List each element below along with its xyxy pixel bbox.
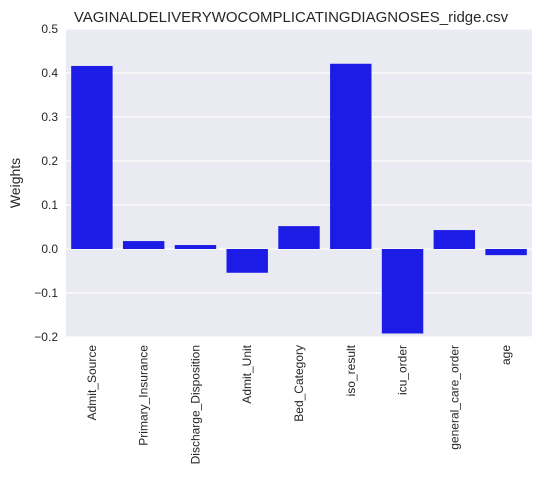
chart-title: VAGINALDELIVERYWOCOMPLICATINGDIAGNOSES_r… — [74, 9, 509, 26]
bar-bed-category — [278, 226, 320, 249]
x-tick-label: general_care_order — [447, 345, 461, 450]
bar-general-care-order — [433, 230, 476, 249]
bar-age — [485, 249, 527, 256]
y-tick-label: −0.1 — [34, 286, 58, 300]
x-tick-label: age — [499, 345, 513, 365]
y-tick-label: −0.2 — [34, 330, 58, 344]
y-axis-title: Weights — [7, 158, 23, 208]
x-tick-label: Admit_Source — [85, 345, 99, 421]
bar-icu-order — [381, 249, 424, 334]
x-tick-label: Discharge_Disposition — [188, 345, 202, 464]
x-axis-ticks: Admit_Source Primary_Insurance Discharge_D… — [85, 344, 513, 464]
bar-primary-insurance — [122, 241, 165, 249]
bar-admit-unit — [226, 249, 268, 273]
y-axis-ticks: −0.2 −0.1 0.0 0.1 0.2 0.3 0.4 0.5 — [34, 22, 58, 344]
x-tick-label: Primary_Insurance — [137, 345, 151, 446]
bar-admit-source — [71, 65, 113, 250]
y-tick-label: 0.4 — [41, 66, 58, 80]
x-tick-label: Admit_Unit — [240, 344, 254, 403]
bar-discharge-disposition — [174, 245, 217, 249]
y-tick-label: 0.5 — [41, 22, 58, 36]
bar-iso-result — [330, 63, 372, 250]
plot-area — [66, 29, 532, 337]
y-tick-label: 0.3 — [41, 110, 58, 124]
x-tick-label: iso_result — [344, 344, 358, 396]
y-tick-label: 0.2 — [41, 154, 58, 168]
y-tick-label: 0.1 — [41, 198, 58, 212]
x-tick-label: icu_order — [396, 345, 410, 395]
bars — [71, 63, 527, 334]
x-tick-label: Bed_Category — [292, 345, 306, 422]
y-tick-label: 0.0 — [41, 242, 58, 256]
